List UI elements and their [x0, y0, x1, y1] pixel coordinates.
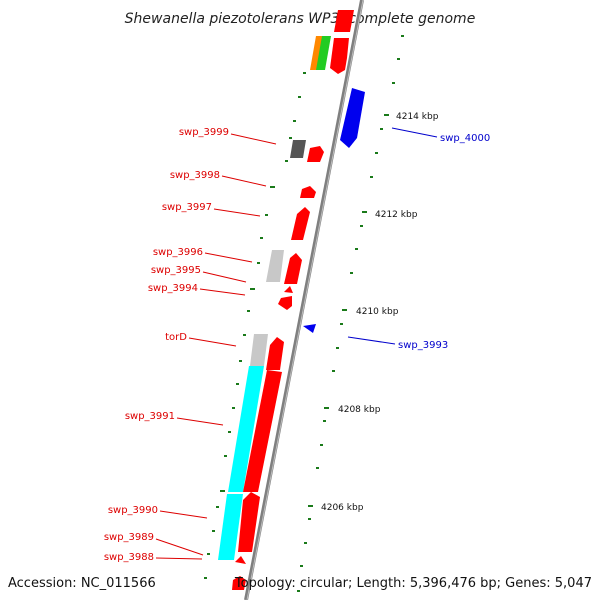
genome-backbone-highlight	[246, 0, 364, 600]
right-leader-lines	[347, 127, 438, 345]
tick-track-outer	[297, 35, 404, 592]
scale-label-4210: 4210 kbp	[356, 307, 399, 317]
gene-label-swp-3994[interactable]: swp_3994	[148, 283, 198, 294]
left-leader-lines	[155, 133, 277, 560]
gene-label-swp-3993[interactable]: swp_3993	[398, 340, 448, 351]
gene-tord[interactable]	[266, 337, 284, 370]
genome-backbone	[244, 0, 364, 600]
cds-cyan-3991[interactable]	[228, 366, 264, 492]
gene-forward-top-1[interactable]	[334, 10, 354, 32]
gene-label-swp-3990[interactable]: swp_3990	[108, 505, 158, 516]
scale-label-4208: 4208 kbp	[338, 405, 381, 415]
gene-label-swp-3995[interactable]: swp_3995	[151, 265, 201, 276]
cds-cyan-3990[interactable]	[218, 494, 243, 560]
gene-label-swp-3998[interactable]: swp_3998	[170, 170, 220, 181]
gene-swp-3995[interactable]	[284, 286, 293, 293]
gene-swp-3990[interactable]	[238, 492, 260, 552]
gene-label-swp-4000[interactable]: swp_4000	[440, 133, 490, 144]
gene-label-swp-3997[interactable]: swp_3997	[162, 202, 212, 213]
tick-track-inner	[204, 72, 306, 579]
cds-dark-grey[interactable]	[290, 140, 306, 158]
topology-text: Topology: circular; Length: 5,396,476 bp…	[234, 576, 592, 591]
cds-grey-3996[interactable]	[266, 250, 284, 282]
gene-label-tord[interactable]: torD	[165, 332, 187, 343]
gene-label-swp-3988[interactable]: swp_3988	[104, 552, 154, 563]
cds-green[interactable]	[316, 36, 331, 70]
gene-swp-3994[interactable]	[278, 296, 292, 310]
scale-label-4206: 4206 kbp	[321, 503, 364, 513]
gene-swp-3991[interactable]	[243, 370, 282, 492]
gene-label-swp-3999[interactable]: swp_3999	[179, 127, 229, 138]
accession-text: Accession: NC_011566	[8, 576, 156, 591]
gene-swp-3988[interactable]	[232, 576, 246, 590]
gene-swp-3993[interactable]	[303, 324, 316, 333]
gene-label-swp-3991[interactable]: swp_3991	[125, 411, 175, 422]
gene-label-swp-3996[interactable]: swp_3996	[153, 247, 203, 258]
gene-swp-3997[interactable]	[291, 207, 310, 240]
cds-grey-tord[interactable]	[250, 334, 268, 366]
gene-swp-3998[interactable]	[300, 186, 316, 198]
gene-forward-top-2[interactable]	[330, 38, 349, 74]
gene-swp-3989[interactable]	[235, 556, 246, 564]
gene-label-swp-3989[interactable]: swp_3989	[104, 532, 154, 543]
scale-label-4212: 4212 kbp	[375, 210, 418, 220]
map-title: Shewanella piezotolerans WP3, complete g…	[125, 11, 476, 27]
gene-swp-3999[interactable]	[307, 146, 324, 162]
scale-label-4214: 4214 kbp	[396, 112, 439, 122]
gene-swp-3996[interactable]	[284, 253, 302, 284]
gene-swp-4000[interactable]	[340, 88, 365, 148]
